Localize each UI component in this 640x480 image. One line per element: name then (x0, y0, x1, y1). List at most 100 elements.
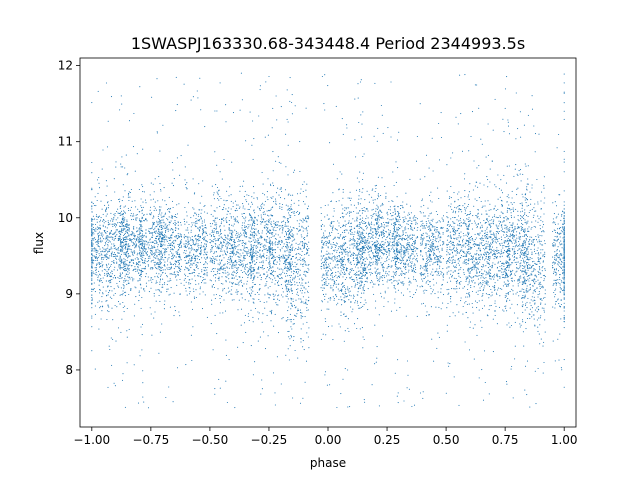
data-point (306, 245, 309, 247)
data-point (114, 385, 116, 387)
data-point (320, 212, 322, 215)
data-point (250, 258, 252, 260)
data-point (121, 241, 123, 244)
data-point (143, 262, 146, 264)
data-point (120, 210, 123, 212)
data-point (241, 276, 244, 278)
data-point (227, 271, 229, 273)
data-point (272, 244, 274, 246)
data-point (340, 274, 342, 276)
data-point (171, 252, 173, 254)
data-point (111, 218, 113, 220)
data-point (170, 217, 172, 219)
data-point (263, 213, 265, 216)
data-point (159, 183, 161, 185)
data-point (238, 234, 240, 236)
data-point (228, 227, 230, 229)
data-point (184, 223, 186, 225)
data-point (156, 262, 158, 264)
data-point (251, 252, 253, 254)
data-point (124, 278, 126, 280)
data-point (132, 245, 134, 247)
data-point (324, 216, 326, 218)
data-point (323, 234, 325, 236)
data-point (276, 261, 278, 263)
data-point (114, 292, 116, 295)
data-point (269, 265, 271, 267)
data-point (114, 191, 116, 193)
data-point (124, 212, 127, 214)
data-point (229, 281, 231, 283)
data-point (184, 275, 187, 277)
data-point (146, 244, 148, 246)
data-point (139, 86, 141, 88)
data-point (264, 348, 267, 350)
data-point (125, 224, 127, 226)
data-point (264, 307, 266, 309)
data-point (308, 269, 310, 271)
data-point (290, 297, 292, 299)
data-point (267, 228, 269, 230)
data-point (335, 286, 337, 288)
data-point (139, 254, 141, 256)
data-point (108, 266, 111, 269)
data-point (221, 265, 223, 267)
data-point (190, 239, 192, 241)
data-point (164, 269, 166, 271)
data-point (189, 252, 191, 254)
data-point (113, 239, 115, 241)
data-point (160, 262, 162, 264)
data-point (285, 222, 287, 224)
data-point (198, 256, 200, 258)
data-point (108, 268, 110, 270)
data-point (135, 270, 137, 273)
data-point (251, 267, 253, 269)
data-point (247, 277, 249, 279)
data-point (100, 241, 102, 243)
data-point (156, 242, 158, 244)
data-point (359, 307, 361, 309)
data-point (271, 207, 273, 209)
data-point (325, 293, 327, 295)
data-point (357, 304, 359, 307)
data-point (155, 280, 157, 282)
data-point (109, 233, 111, 235)
data-point (295, 315, 297, 317)
data-point (174, 262, 176, 265)
data-point (140, 276, 142, 278)
data-point (124, 190, 126, 192)
data-point (136, 214, 138, 216)
data-point (161, 222, 163, 224)
data-point (360, 114, 362, 116)
data-point (121, 245, 123, 247)
data-point (94, 256, 96, 258)
data-point (219, 205, 221, 207)
data-point (177, 224, 179, 226)
data-point (230, 200, 232, 202)
data-point (216, 186, 219, 189)
data-point (252, 290, 254, 292)
data-point (150, 250, 152, 252)
data-point (196, 90, 198, 92)
data-point (227, 238, 229, 240)
data-point (127, 244, 129, 246)
data-point (289, 345, 291, 347)
data-point (218, 279, 220, 281)
data-point (106, 207, 108, 209)
data-point (101, 257, 103, 259)
data-point (168, 224, 170, 226)
data-point (125, 273, 127, 275)
data-point (209, 279, 211, 281)
data-point (142, 396, 144, 398)
data-point (105, 249, 107, 251)
data-point (338, 222, 340, 224)
data-point (154, 261, 156, 263)
data-point (128, 226, 130, 229)
data-point (176, 367, 179, 369)
data-point (299, 170, 301, 173)
data-point (320, 251, 323, 253)
data-point (113, 178, 115, 180)
data-point (152, 278, 154, 281)
data-point (112, 237, 114, 239)
data-point (331, 258, 333, 260)
